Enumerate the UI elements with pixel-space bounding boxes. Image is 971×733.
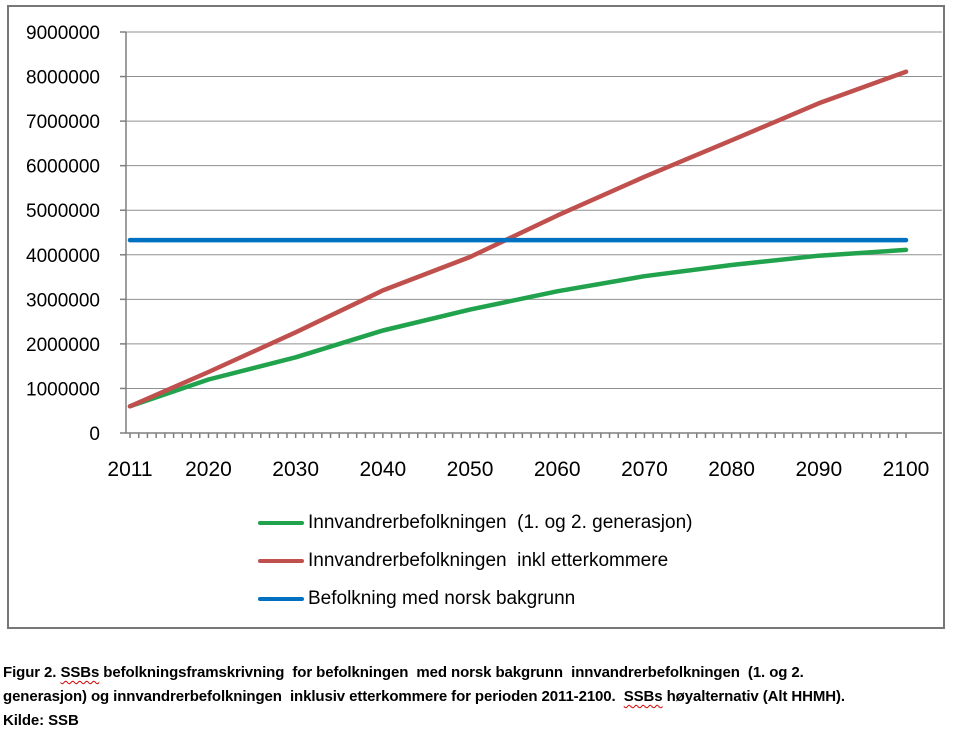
y-axis-label: 3000000 (26, 290, 100, 311)
legend-item-innvandrerbefolkningen-inkl-etterkommere: Innvandrerbefolkningen inkl etterkommere (258, 550, 692, 571)
series-line-innvandrerbefolkningen-inkl-etterkommere (127, 69, 909, 409)
legend-label: Innvandrerbefolkningen inkl etterkommere (308, 549, 669, 571)
population-projection-chart: 0 1000000 2000000 3000000 4000000 5000000 6000… (26, 23, 942, 481)
caption-text: Figur 2. (3, 664, 61, 681)
x-axis-label: 2070 (621, 458, 668, 481)
legend-item-innvandrerbefolkningen-1-2-generasjon: Innvandrerbefolkningen (1. og 2. generas… (258, 512, 692, 533)
y-axis-label: 9000000 (26, 23, 100, 44)
legend-line-blue-icon (258, 596, 304, 601)
series-line-innvandrerbefolkningen-1-2-generasjon (127, 247, 909, 409)
caption-text: befolkningsframskrivning for befolkninge… (99, 664, 804, 681)
x-axis-label: 2030 (272, 458, 319, 481)
caption-misspelled-word: SSBs (623, 688, 663, 705)
x-axis-label: 2090 (795, 458, 842, 481)
figure-caption: Figur 2. SSBs befolkningsframskrivning f… (3, 661, 967, 733)
caption-misspelled-word: SSBs (60, 664, 100, 681)
y-axis-label: 2000000 (26, 335, 100, 356)
y-axis-label: 1000000 (26, 379, 100, 400)
chart-legend: Innvandrerbefolkningen (1. og 2. generas… (258, 512, 692, 609)
legend-line-red-icon (258, 558, 304, 563)
x-axis-label: 2100 (883, 458, 930, 481)
x-axis-label: 2050 (447, 458, 494, 481)
legend-item-befolkning-med-norsk-bakgrunn: Befolkning med norsk bakgrunn (258, 588, 692, 609)
x-axis-label: 2060 (534, 458, 581, 481)
legend-label: Innvandrerbefolkningen (1. og 2. generas… (308, 511, 693, 533)
x-axis-label: 2020 (185, 458, 232, 481)
y-axis-label: 8000000 (26, 68, 100, 89)
y-axis-label: 4000000 (26, 246, 100, 267)
caption-text: generasjon) og innvandrerbefolkningen in… (3, 688, 624, 705)
caption-source: Kilde: SSB (3, 712, 79, 729)
x-axis-label: 2040 (359, 458, 406, 481)
caption-text: høyalternativ (Alt HHMH). (662, 688, 845, 705)
x-axis-label: 2011 (107, 458, 152, 481)
y-axis-label: 7000000 (26, 112, 100, 133)
y-axis-label: 5000000 (26, 201, 100, 222)
legend-line-green-icon (258, 520, 304, 525)
chart-frame: 0 1000000 2000000 3000000 4000000 5000000 6000… (7, 5, 945, 629)
y-axis-label: 6000000 (26, 157, 100, 178)
legend-label: Befolkning med norsk bakgrunn (308, 587, 576, 609)
x-axis-label: 2080 (708, 458, 755, 481)
y-axis-label: 0 (89, 424, 100, 445)
